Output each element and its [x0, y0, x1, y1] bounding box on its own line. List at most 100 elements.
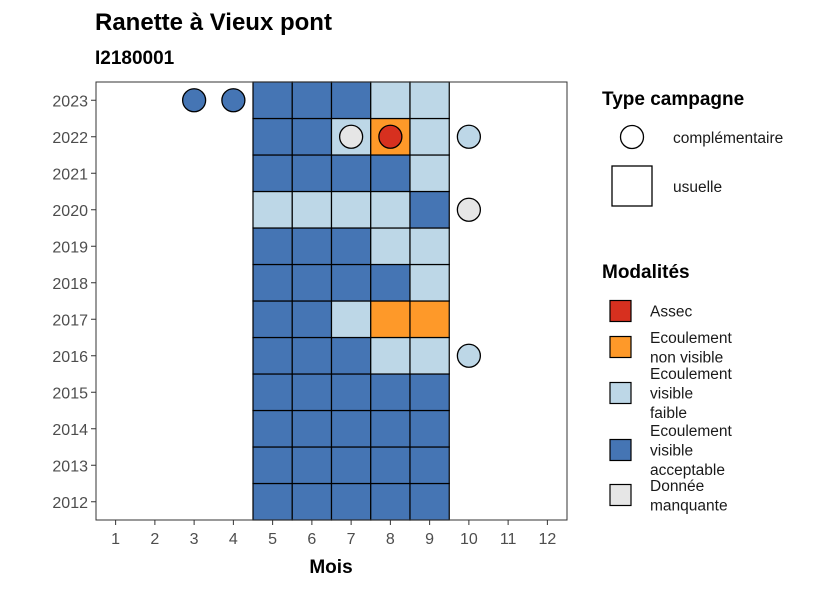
- tile-2012-m9: [409, 482, 450, 521]
- legend-type-campagne: Type campagne complémentaire usuelle: [602, 89, 783, 207]
- tile-2023-m5: [252, 81, 293, 120]
- x-tick-label-1: 1: [111, 531, 120, 548]
- tile-2020-m7: [330, 190, 372, 229]
- point-2022-m8: [378, 124, 403, 149]
- x-tick-label-5: 5: [268, 531, 277, 548]
- tile-2015-m7: [330, 373, 372, 412]
- x-axis-title: Mois: [309, 557, 352, 578]
- legend-key-complementaire: [619, 124, 645, 150]
- tile-2014-m5: [252, 409, 293, 448]
- legend-campagne-title: Type campagne: [602, 89, 744, 110]
- tile-2020-m6: [291, 190, 333, 229]
- tile-2018-m6: [291, 263, 333, 302]
- tile-2019-m9: [409, 227, 450, 266]
- chart-subtitle: I2180001: [95, 48, 175, 69]
- y-tick-label-2023: 2023: [52, 93, 88, 110]
- legend-key-ecoulement-visible-faible: [609, 381, 632, 405]
- y-tick-label-2021: 2021: [52, 166, 88, 183]
- points-layer: [181, 88, 482, 368]
- tile-2018-m8: [370, 263, 411, 302]
- legend-key-ecoulement-non-visible: [609, 335, 632, 359]
- tile-2012-m6: [291, 482, 333, 521]
- tile-2014-m8: [370, 409, 411, 448]
- tile-2019-m7: [330, 227, 372, 266]
- legend-key-donnee-manquante: [609, 483, 632, 507]
- legend-label-ecoulement-non-visible-line1: Ecoulement: [650, 330, 733, 347]
- tile-2020-m9: [409, 190, 450, 229]
- legend-modalites-title: Modalités: [602, 262, 690, 283]
- tile-2017-m7: [330, 300, 372, 339]
- x-tick-label-4: 4: [229, 531, 238, 548]
- tile-2012-m7: [330, 482, 372, 521]
- tile-2013-m6: [291, 446, 333, 485]
- tile-2015-m6: [291, 373, 333, 412]
- x-tick-label-9: 9: [425, 531, 434, 548]
- tile-2017-m5: [252, 300, 293, 339]
- x-tick-label-7: 7: [347, 531, 356, 548]
- tile-2013-m8: [370, 446, 411, 485]
- tile-2020-m5: [252, 190, 293, 229]
- x-tick-label-12: 12: [538, 531, 556, 548]
- y-tick-label-2013: 2013: [52, 458, 88, 475]
- legend-label-usuelle: usuelle: [673, 179, 722, 196]
- legend-key-assec: [609, 299, 632, 323]
- tile-2015-m8: [370, 373, 411, 412]
- tile-2017-m8: [370, 300, 411, 339]
- tile-2017-m9: [409, 300, 450, 339]
- legend-label-donnee-manquante-line2: manquante: [650, 497, 728, 514]
- y-axis: 2012 2013 2014 2015 2016 2017 2018 2019 2020 2021…: [52, 93, 96, 512]
- point-2022-m7: [338, 124, 364, 149]
- legend-label-ecoulement-visible-faible-line1: Ecoulement: [650, 366, 733, 383]
- tile-2018-m7: [330, 263, 372, 302]
- point-2016-m10: [456, 343, 482, 368]
- tile-2023-m6: [291, 81, 333, 120]
- tiles-layer: [252, 81, 450, 521]
- tile-2016-m6: [291, 336, 333, 375]
- tile-2015-m5: [252, 373, 293, 412]
- tile-2013-m5: [252, 446, 293, 485]
- x-axis: 1 2 3 4 5 6 7 8 9 10 11 12: [111, 520, 556, 548]
- tile-2021-m9: [409, 154, 450, 193]
- tile-2018-m9: [409, 263, 450, 302]
- tile-2021-m5: [252, 154, 293, 193]
- y-tick-label-2019: 2019: [52, 239, 88, 256]
- tile-2021-m7: [330, 154, 372, 193]
- tile-2016-m5: [252, 336, 293, 375]
- tile-2012-m5: [252, 482, 293, 521]
- point-2022-m10: [456, 124, 482, 149]
- tile-2012-m8: [370, 482, 411, 521]
- y-tick-label-2018: 2018: [52, 276, 88, 293]
- tile-2014-m6: [291, 409, 333, 448]
- x-tick-label-3: 3: [190, 531, 199, 548]
- legend-label-donnee-manquante-line1: Donnée: [650, 478, 704, 495]
- tile-2023-m7: [330, 81, 372, 120]
- x-tick-label-6: 6: [307, 531, 316, 548]
- legend-key-ecoulement-visible-acceptable: [609, 438, 632, 462]
- x-tick-label-2: 2: [150, 531, 159, 548]
- tile-2016-m7: [330, 336, 372, 375]
- y-tick-label-2016: 2016: [52, 349, 88, 366]
- legend-label-complementaire: complémentaire: [673, 130, 783, 147]
- point-2023-m3: [181, 88, 207, 113]
- legend-label-ecoulement-visible-acceptable-line3: acceptable: [650, 462, 725, 479]
- y-tick-label-2017: 2017: [52, 312, 88, 329]
- tile-2020-m8: [370, 190, 411, 229]
- tile-2018-m5: [252, 263, 293, 302]
- tile-2022-m5: [252, 117, 293, 156]
- tile-2015-m9: [409, 373, 450, 412]
- tile-2023-m8: [370, 81, 411, 120]
- y-tick-label-2022: 2022: [52, 130, 88, 147]
- y-tick-label-2015: 2015: [52, 385, 88, 402]
- tile-2022-m9: [409, 117, 450, 156]
- chart-title: Ranette à Vieux pont: [95, 9, 332, 36]
- tile-2016-m8: [370, 336, 411, 375]
- tile-2019-m6: [291, 227, 333, 266]
- legend-label-assec-line1: Assec: [650, 304, 692, 321]
- point-2023-m4: [221, 88, 246, 113]
- tile-2014-m7: [330, 409, 372, 448]
- tile-2014-m9: [409, 409, 450, 448]
- plot-panel-border: [95, 81, 568, 521]
- legend-label-ecoulement-visible-acceptable-line2: visible: [650, 443, 693, 460]
